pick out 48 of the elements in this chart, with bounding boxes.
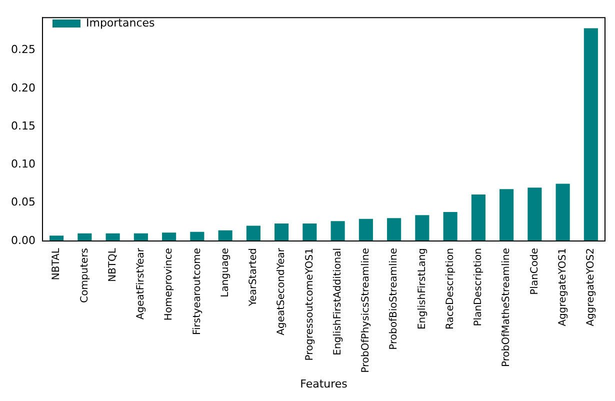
bar [443,212,458,241]
bar [471,194,486,241]
bar [162,232,176,241]
bar [330,221,345,241]
x-tick-label: EnglishFirstLang [416,248,428,330]
bar [78,233,92,241]
bar [274,223,289,241]
x-tick-label: EnglishFirstAdditional [332,248,344,356]
x-tick-label: YearStarted [248,248,260,308]
x-tick-label: AggregateYOS1 [557,248,568,326]
x-tick-label: Computers [79,248,90,303]
bar [134,233,148,241]
x-tick-label: Language [220,248,231,298]
legend-label: Importances [86,16,156,30]
x-tick-label: ProbOfMatheStreamline [501,248,512,367]
bar [556,184,570,241]
x-tick-label: Firstyearoutcome [192,248,203,336]
bar [106,233,120,241]
y-tick-label: 0.25 [10,43,36,56]
y-tick-label: 0.05 [10,196,36,209]
x-tick-label: AgeatFirstYear [136,247,147,320]
bar [50,236,64,241]
y-tick-label: 0.15 [10,119,36,132]
x-tick-label: RaceDescription [444,248,456,330]
y-tick-label: 0.00 [10,234,36,247]
bar [387,218,402,241]
x-tick-label: ProgressoutcomeYOS1 [304,248,316,361]
bar [358,218,373,241]
bar [302,223,317,241]
bar [584,28,598,241]
x-tick-label: NBTAL [51,248,62,280]
x-tick-label: ProbOfPhysicsStreamline [360,248,372,373]
y-tick-label: 0.20 [10,81,36,94]
x-tick-label: PlanCode [529,248,540,295]
x-tick-label: AggregateYOS2 [586,248,597,326]
bar [528,188,542,241]
x-tick-label: Homeprovince [164,248,175,321]
x-axis-title: Features [300,377,348,390]
y-tick-label: 0.10 [10,158,36,171]
x-tick-label: AgeatSecondYear [276,247,288,336]
x-tick-label: NBTQL [107,248,118,282]
bar [415,215,430,241]
bar [246,226,260,241]
bar [500,189,514,241]
x-tick-label: ProbofBioStreamline [388,248,400,350]
bar [190,232,204,241]
x-tick-label: PlanDescription [473,248,484,326]
bar [218,230,232,241]
